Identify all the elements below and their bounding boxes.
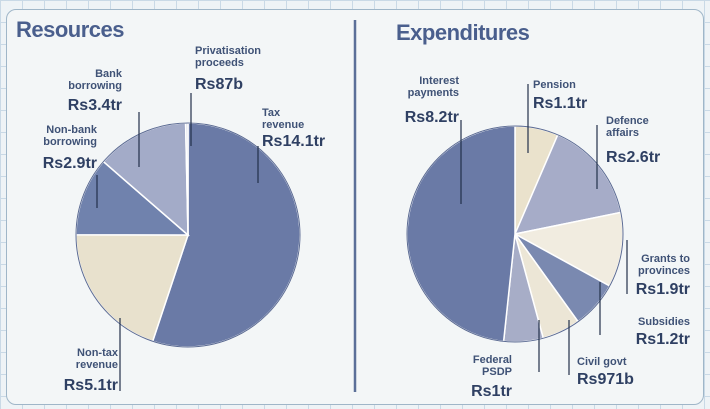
label-defence-affairs: Defence affairs bbox=[606, 115, 649, 139]
value-defence-affairs: Rs2.6tr bbox=[606, 149, 660, 166]
label-federal-psdp: Federal PSDP bbox=[473, 354, 512, 378]
label-civil-govt: Civil govt bbox=[577, 356, 627, 368]
value-civil-govt: Rs971b bbox=[577, 371, 634, 388]
resources-pie-outline bbox=[75, 122, 301, 348]
value-federal-psdp: Rs1tr bbox=[471, 383, 512, 400]
value-tax-revenue: Rs14.1tr bbox=[262, 133, 325, 150]
resources-title: Resources bbox=[16, 17, 124, 42]
value-grants-to-provinces: Rs1.9tr bbox=[636, 281, 690, 298]
label-subsidies: Subsidies bbox=[638, 316, 690, 328]
value-non-bank-borrowing: Rs2.9tr bbox=[43, 155, 97, 172]
value-pension: Rs1.1tr bbox=[533, 95, 587, 112]
value-non-tax-revenue: Rs5.1tr bbox=[64, 377, 118, 394]
expenditures-title: Expenditures bbox=[396, 20, 530, 45]
label-privatisation-proceeds: Privatisation proceeds bbox=[195, 45, 261, 69]
label-tax-revenue: Tax revenue bbox=[262, 107, 304, 131]
expenditures-pie-chart: Expenditures Pension Rs1.1tr Defence affairs… bbox=[396, 20, 690, 400]
label-bank-borrowing: Bank borrowing bbox=[68, 68, 123, 92]
label-grants-to-provinces: Grants to provinces bbox=[638, 253, 690, 277]
value-subsidies: Rs1.2tr bbox=[636, 331, 690, 348]
label-non-tax-revenue: Non-tax revenue bbox=[76, 347, 119, 371]
expenditures-pie-outline bbox=[406, 125, 624, 343]
label-interest-payments: Interest payments bbox=[408, 75, 460, 99]
label-non-bank-borrowing: Non-bank borrowing bbox=[43, 124, 98, 148]
label-pension: Pension bbox=[533, 79, 576, 91]
value-privatisation-proceeds: Rs87b bbox=[195, 76, 243, 93]
resources-pie-chart: Resources Tax revenue Rs14.1tr Non-tax revenu… bbox=[16, 17, 325, 394]
value-bank-borrowing: Rs3.4tr bbox=[68, 97, 122, 114]
value-interest-payments: Rs8.2tr bbox=[405, 109, 459, 126]
